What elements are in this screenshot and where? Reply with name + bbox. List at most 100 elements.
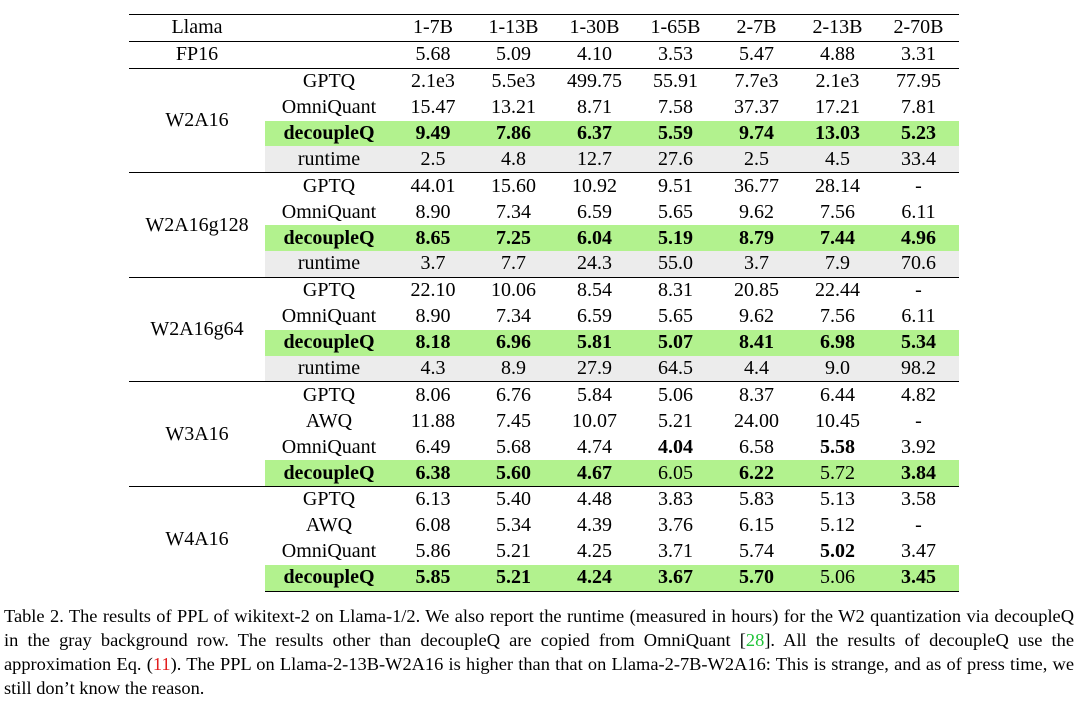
- value-cell: 8.41: [716, 329, 797, 356]
- value-cell: 13.03: [797, 120, 878, 147]
- value-cell: 8.31: [635, 276, 716, 304]
- method-cell: GPTQ: [265, 486, 393, 513]
- table-row: runtime 2.5 4.8 12.7 27.6 2.5 4.5 33.4: [129, 146, 959, 173]
- value-cell: 3.45: [878, 564, 959, 592]
- value-cell: 28.14: [797, 172, 878, 200]
- value-cell: 4.04: [658, 435, 693, 458]
- value-cell: 5.65: [658, 305, 693, 328]
- value-cell: 3.76: [658, 514, 693, 537]
- method-cell: OmniQuant: [281, 200, 377, 223]
- value-cell: 6.15: [739, 514, 774, 537]
- value-cell: 5.74: [739, 540, 774, 563]
- value-cell: 7.58: [658, 96, 693, 119]
- column-header-cell: 1-65B: [635, 14, 716, 42]
- value-cell: 8.06: [393, 381, 473, 409]
- method-cell: decoupleQ: [265, 225, 393, 252]
- value-cell: 5.68: [496, 435, 531, 458]
- value-cell: 4.3: [393, 355, 473, 382]
- value-cell: 5.34: [878, 329, 959, 356]
- value-cell: 7.7e3: [716, 67, 797, 95]
- table-row: AWQ 6.08 5.34 4.39 3.76 6.15 5.12 -: [129, 513, 959, 539]
- value-cell: 7.34: [496, 200, 531, 223]
- value-cell: 7.7: [473, 251, 554, 278]
- value-cell: 2.5: [393, 146, 473, 173]
- value-cell: 9.49: [393, 120, 473, 147]
- column-header-cell: 1-7B: [393, 14, 473, 42]
- method-cell: runtime: [265, 146, 393, 173]
- value-cell: 5.81: [554, 329, 635, 356]
- value-cell: 5.21: [658, 409, 693, 432]
- value-cell: 6.05: [635, 460, 716, 487]
- results-table: Llama 1-7B 1-13B 1-30B 1-65B 2-7B 2-13B 2-70B FP…: [129, 14, 959, 592]
- value-cell: 6.11: [901, 200, 936, 223]
- caption-text-1: Table 2. The results of PPL of wikitext-…: [4, 606, 1074, 650]
- value-cell: 24.00: [734, 409, 779, 432]
- fp16-label-cell: FP16: [129, 40, 265, 69]
- value-cell: 8.90: [415, 305, 451, 328]
- value-cell: 8.90: [415, 200, 451, 223]
- value-cell: 6.11: [901, 305, 936, 328]
- value-cell: 5.85: [393, 564, 473, 592]
- value-cell: 5.59: [635, 120, 716, 147]
- value-cell: 44.01: [393, 172, 473, 200]
- value-cell: 6.37: [554, 120, 635, 147]
- value-cell: 4.4: [716, 355, 797, 382]
- value-cell: 6.49: [415, 435, 451, 458]
- value-cell: -: [878, 276, 959, 304]
- value-cell: 70.6: [878, 251, 959, 278]
- value-cell: 9.62: [739, 305, 774, 328]
- value-cell: -: [878, 172, 959, 200]
- table-row: AWQ 11.88 7.45 10.07 5.21 24.00 10.45 -: [129, 408, 959, 434]
- value-cell: 37.37: [734, 96, 779, 119]
- value-cell: 24.3: [554, 251, 635, 278]
- value-cell: 5.47: [716, 40, 797, 69]
- equation-link[interactable]: 11: [152, 654, 171, 674]
- empty-header-cell: [265, 14, 393, 42]
- table-row: W4A16 GPTQ 6.13 5.40 4.48 3.83 5.83 5.13 3.58: [129, 486, 959, 592]
- method-cell: decoupleQ: [265, 564, 393, 592]
- value-cell: 5.07: [635, 329, 716, 356]
- method-cell: OmniQuant: [281, 435, 377, 458]
- table-row: runtime 3.7 7.7 24.3 55.0 3.7 7.9 70.6: [129, 251, 959, 278]
- table-caption: Table 2. The results of PPL of wikitext-…: [4, 604, 1074, 700]
- table-row: W3A16 GPTQ 8.06 6.76 5.84 5.06 8.37 6.44 4.82: [129, 381, 959, 487]
- value-cell: 8.9: [473, 355, 554, 382]
- value-cell: 5.06: [797, 564, 878, 592]
- column-header-cell: 2-7B: [716, 14, 797, 42]
- value-cell: 5.21: [473, 564, 554, 592]
- value-cell: 499.75: [554, 67, 635, 95]
- table-row: W2A16g128 GPTQ 44.01 15.60 10.92 9.51 36.77 28.…: [129, 172, 959, 278]
- value-cell: 4.74: [577, 435, 612, 458]
- value-cell: 5.23: [878, 120, 959, 147]
- value-cell: 6.04: [554, 225, 635, 252]
- value-cell: 5.06: [635, 381, 716, 409]
- value-cell: 6.96: [473, 329, 554, 356]
- value-cell: 3.7: [716, 251, 797, 278]
- value-cell: 2.5: [716, 146, 797, 173]
- value-cell: 6.59: [577, 200, 612, 223]
- value-cell: 5.5e3: [473, 67, 554, 95]
- value-cell: 2.1e3: [393, 67, 473, 95]
- table-row: OmniQuant 5.86 5.21 4.25 3.71 5.74 5.02 3.47: [129, 539, 959, 565]
- value-cell: 9.0: [797, 355, 878, 382]
- value-cell: 7.56: [820, 200, 855, 223]
- value-cell: 5.60: [473, 460, 554, 487]
- value-cell: 5.84: [554, 381, 635, 409]
- method-cell: OmniQuant: [281, 305, 377, 328]
- value-cell: 6.13: [393, 486, 473, 513]
- method-cell: GPTQ: [265, 172, 393, 200]
- value-cell: 9.74: [716, 120, 797, 147]
- value-cell: 3.7: [393, 251, 473, 278]
- citation-link[interactable]: 28: [745, 630, 765, 650]
- table-row: OmniQuant 8.90 7.34 6.59 5.65 9.62 7.56 6.11: [129, 199, 959, 225]
- group-label-cell: W4A16: [129, 486, 265, 592]
- table-row: OmniQuant 8.90 7.34 6.59 5.65 9.62 7.56 6.11: [129, 304, 959, 330]
- column-header-cell: 2-70B: [878, 14, 959, 42]
- table-row: W2A16g64 GPTQ 22.10 10.06 8.54 8.31 20.85 22.44…: [129, 276, 959, 382]
- table-row: decoupleQ 8.18 6.96 5.81 5.07 8.41 6.98 5.34: [129, 329, 959, 356]
- table-row: decoupleQ 6.38 5.60 4.67 6.05 6.22 5.72 3.84: [129, 460, 959, 487]
- column-header-cell: 2-13B: [797, 14, 878, 42]
- value-cell: 27.6: [635, 146, 716, 173]
- value-cell: 4.5: [797, 146, 878, 173]
- value-cell: 5.72: [797, 460, 878, 487]
